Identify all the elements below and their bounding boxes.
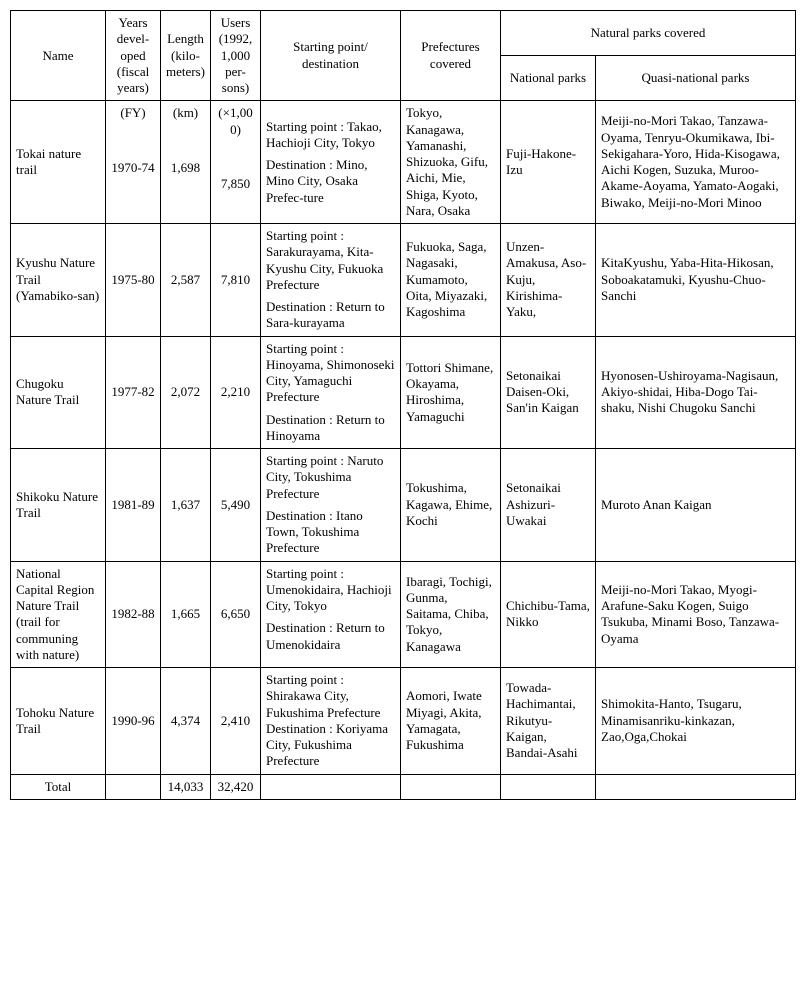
cell-length: 2,587: [161, 224, 211, 337]
cell-quasi: KitaKyushu, Yaba-Hita-Hikosan, Soboakata…: [596, 224, 796, 337]
total-users: 32,420: [211, 774, 261, 799]
cell-national: Unzen-Amakusa, Aso-Kuju, Kirishima-Yaku,: [501, 224, 596, 337]
unit-users: (×1,000): [216, 105, 255, 138]
total-label: Total: [11, 774, 106, 799]
cell-users: 6,650: [211, 561, 261, 668]
cell-name: National Capital Region Nature Trail (tr…: [11, 561, 106, 668]
cell-pref: Tokushima, Kagawa, Ehime, Kochi: [401, 449, 501, 562]
cell-quasi: Muroto Anan Kaigan: [596, 449, 796, 562]
cell-name: Kyushu Nature Trail (Yamabiko-san): [11, 224, 106, 337]
cell-national: Setonaikai Ashizuri-Uwakai: [501, 449, 596, 562]
cell-national: Fuji-Hakone-Izu: [501, 101, 596, 224]
cell-users: 2,410: [211, 668, 261, 775]
cell-start: Starting point : Takao, Hachioji City, T…: [261, 101, 401, 224]
cell-start: Starting point : Sarakurayama, Kita-Kyus…: [261, 224, 401, 337]
cell-years: 1977-82: [106, 336, 161, 449]
cell-users: 7,810: [211, 224, 261, 337]
cell-years: 1975-80: [106, 224, 161, 337]
table-row: Shikoku Nature Trail 1981-89 1,637 5,490…: [11, 449, 796, 562]
cell-length: 4,374: [161, 668, 211, 775]
cell-pref: Ibaragi, Tochigi, Gunma, Saitama, Chiba,…: [401, 561, 501, 668]
cell-length: 2,072: [161, 336, 211, 449]
header-quasi: Quasi-national parks: [596, 56, 796, 101]
header-users: Users (1992, 1,000 per-sons): [211, 11, 261, 101]
unit-years: (FY): [111, 105, 155, 121]
cell-length: (km) 1,698: [161, 101, 211, 224]
cell-years: 1990-96: [106, 668, 161, 775]
cell-national: Chichibu-Tama, Nikko: [501, 561, 596, 668]
total-row: Total 14,033 32,420: [11, 774, 796, 799]
header-start: Starting point/ destination: [261, 11, 401, 101]
header-pref: Prefectures covered: [401, 11, 501, 101]
cell-national: Towada-Hachimantai, Rikutyu-Kaigan, Band…: [501, 668, 596, 775]
cell-name: Tohoku Nature Trail: [11, 668, 106, 775]
cell-users: (×1,000) 7,850: [211, 101, 261, 224]
total-years: [106, 774, 161, 799]
cell-users: 2,210: [211, 336, 261, 449]
header-name: Name: [11, 11, 106, 101]
cell-pref: Aomori, Iwate Miyagi, Akita, Yamagata, F…: [401, 668, 501, 775]
unit-length: (km): [166, 105, 205, 121]
table-row: Chugoku Nature Trail 1977-82 2,072 2,210…: [11, 336, 796, 449]
cell-start: Starting point : Umenokidaira, Hachioji …: [261, 561, 401, 668]
cell-years: 1982-88: [106, 561, 161, 668]
cell-users: 5,490: [211, 449, 261, 562]
total-length: 14,033: [161, 774, 211, 799]
cell-start: Starting point : Naruto City, Tokushima …: [261, 449, 401, 562]
cell-national: Setonaikai Daisen-Oki, San'in Kaigan: [501, 336, 596, 449]
cell-pref: Tokyo, Kanagawa, Yamanashi, Shizuoka, Gi…: [401, 101, 501, 224]
cell-name: Shikoku Nature Trail: [11, 449, 106, 562]
cell-quasi: Meiji-no-Mori Takao, Tanzawa-Oyama, Tenr…: [596, 101, 796, 224]
nature-trails-table: Name Years devel-oped (fiscal years) Len…: [10, 10, 796, 800]
header-years: Years devel-oped (fiscal years): [106, 11, 161, 101]
table-row: Tohoku Nature Trail 1990-96 4,374 2,410 …: [11, 668, 796, 775]
cell-pref: Tottori Shimane, Okayama, Hiroshima, Yam…: [401, 336, 501, 449]
cell-years: 1981-89: [106, 449, 161, 562]
cell-quasi: Shimokita-Hanto, Tsugaru, Minamisanriku-…: [596, 668, 796, 775]
header-parks-group: Natural parks covered: [501, 11, 796, 56]
cell-quasi: Hyonosen-Ushiroyama-Nagisaun, Akiyo-shid…: [596, 336, 796, 449]
cell-length: 1,637: [161, 449, 211, 562]
header-length: Length (kilo-meters): [161, 11, 211, 101]
cell-length: 1,665: [161, 561, 211, 668]
table-row: Tokai nature trail (FY) 1970-74 (km) 1,6…: [11, 101, 796, 224]
header-national: National parks: [501, 56, 596, 101]
table-row: National Capital Region Nature Trail (tr…: [11, 561, 796, 668]
cell-start: Starting point : Hinoyama, Shimonoseki C…: [261, 336, 401, 449]
cell-years: (FY) 1970-74: [106, 101, 161, 224]
table-row: Kyushu Nature Trail (Yamabiko-san) 1975-…: [11, 224, 796, 337]
cell-start: Starting point : Shirakawa City, Fukushi…: [261, 668, 401, 775]
cell-pref: Fukuoka, Saga, Nagasaki, Kumamoto, Oita,…: [401, 224, 501, 337]
cell-name: Chugoku Nature Trail: [11, 336, 106, 449]
cell-name: Tokai nature trail: [11, 101, 106, 224]
cell-quasi: Meiji-no-Mori Takao, Myogi-Arafune-Saku …: [596, 561, 796, 668]
